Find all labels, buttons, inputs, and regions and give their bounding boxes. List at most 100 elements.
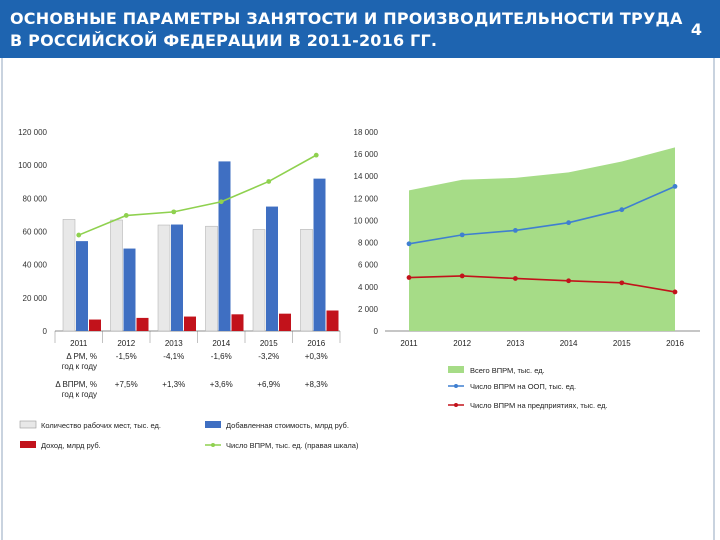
y-tick-label-right: 14 000 xyxy=(354,172,379,181)
x-tick-label-right: 2014 xyxy=(560,339,578,348)
page-title-line-2: В РОССИЙСКОЙ ФЕДЕРАЦИИ В 2011-2016 ГГ. xyxy=(10,31,438,50)
bar-income xyxy=(231,314,244,331)
legend-label-jobs: Количество рабочих мест, тыс. ед. xyxy=(41,421,161,430)
legend-swatch-enterprises-dot xyxy=(454,403,458,407)
y-tick-label-right: 18 000 xyxy=(354,128,379,137)
table-row-sublabel: год к году xyxy=(62,390,97,399)
line-point xyxy=(513,227,518,233)
bar-value-added xyxy=(123,248,136,331)
legend-label-income: Доход, млрд руб. xyxy=(41,441,101,450)
table-cell: +1,3% xyxy=(162,380,185,389)
legend-swatch-vprm-dot xyxy=(211,443,215,447)
page-title-line-1: ОСНОВНЫЕ ПАРАМЕТРЫ ЗАНЯТОСТИ И ПРОИЗВОДИ… xyxy=(10,9,683,28)
line-point xyxy=(459,273,465,279)
table-row-label: Δ ВПРМ, % xyxy=(55,380,97,389)
bar-value-added xyxy=(218,161,231,331)
table-row-label: Δ РМ, % xyxy=(66,352,97,361)
legend-label-oop: Число ВПРМ на ООП, тыс. ед. xyxy=(470,382,576,391)
bar-jobs xyxy=(300,229,313,332)
line-point xyxy=(566,278,571,284)
legend-swatch-jobs xyxy=(19,420,37,429)
line-point xyxy=(406,241,412,247)
y-tick-label-right: 6 000 xyxy=(358,261,379,270)
x-tick-label-left: 2011 xyxy=(70,339,88,348)
y-tick-label-left: 60 000 xyxy=(23,228,48,237)
bar-income xyxy=(184,316,196,331)
y-tick-label-left: 100 000 xyxy=(18,161,47,170)
x-tick-label-right: 2015 xyxy=(613,339,631,348)
x-tick-label-left: 2013 xyxy=(165,339,183,348)
header-bar: ОСНОВНЫЕ ПАРАМЕТРЫ ЗАНЯТОСТИ И ПРОИЗВОДИ… xyxy=(0,0,720,58)
vprm-point xyxy=(218,199,224,205)
vprm-line xyxy=(78,154,317,236)
chart-left: 0 20 000 40 000 60 000 80 000 100 000 120 000 2… xyxy=(18,128,359,450)
bar-income xyxy=(279,313,291,331)
line-point xyxy=(406,275,412,280)
bar-value-added xyxy=(171,224,183,331)
line-vprm-oop xyxy=(408,185,676,245)
legend-swatch-value-added xyxy=(205,421,221,428)
vprm-point xyxy=(266,179,272,184)
table-cell: -4,1% xyxy=(163,352,184,361)
legend-label-value-added: Добавленная стоимость, млрд руб. xyxy=(226,421,349,430)
x-tick-label-right: 2012 xyxy=(453,339,471,348)
line-point xyxy=(619,207,625,213)
y-tick-label-right: 4 000 xyxy=(358,283,379,292)
bar-income xyxy=(89,319,101,331)
bar-jobs xyxy=(62,219,76,332)
y-tick-label-left: 20 000 xyxy=(23,294,48,303)
bar-value-added xyxy=(313,178,326,331)
y-tick-label-right: 2 000 xyxy=(358,305,379,314)
table-cell: -1,5% xyxy=(116,352,137,361)
bar-jobs xyxy=(157,224,171,332)
x-tick-label-left: 2016 xyxy=(307,339,325,348)
left-border xyxy=(1,58,3,540)
y-tick-label-right: 10 000 xyxy=(354,216,379,225)
bar-jobs xyxy=(205,225,218,332)
bar-income xyxy=(326,310,339,331)
y-tick-label-right: 12 000 xyxy=(354,194,379,203)
x-tick-label-right: 2013 xyxy=(507,339,525,348)
y-tick-label-left: 0 xyxy=(43,327,48,336)
line-vprm-enterprises xyxy=(408,275,676,293)
bar-value-added xyxy=(76,241,88,331)
line-point xyxy=(513,276,518,281)
y-tick-label-left: 120 000 xyxy=(18,128,47,137)
x-tick-label-right: 2011 xyxy=(400,339,418,348)
right-border xyxy=(713,58,715,540)
vprm-point xyxy=(123,213,129,218)
vprm-point xyxy=(313,152,319,158)
bar-jobs xyxy=(252,229,266,332)
line-point xyxy=(672,184,678,189)
chart-right: 0 2 000 4 000 6 000 8 000 10 000 12 000 14 000 1… xyxy=(354,128,700,410)
table-row-sublabel: год к году xyxy=(62,362,97,371)
vprm-point xyxy=(171,209,177,215)
vprm-point xyxy=(76,232,82,238)
table-cell: +8,3% xyxy=(305,380,328,389)
line-point xyxy=(566,220,571,226)
line-point xyxy=(619,280,625,286)
legend-label-vprm: Число ВПРМ, тыс. ед. (правая шкала) xyxy=(226,441,359,450)
legend-swatch-oop-dot xyxy=(454,384,458,388)
table-cell: +3,6% xyxy=(210,380,233,389)
table-cell: -1,6% xyxy=(211,352,232,361)
x-tick-label-right: 2016 xyxy=(666,339,684,348)
table-cell: +0,3% xyxy=(305,352,328,361)
table-cell: +7,5% xyxy=(115,380,138,389)
bar-income xyxy=(136,317,149,331)
y-tick-label-left: 40 000 xyxy=(23,261,48,270)
table-cell: +6,9% xyxy=(257,380,280,389)
y-tick-label-right: 16 000 xyxy=(354,150,379,159)
legend-swatch-total xyxy=(448,366,464,373)
x-tick-label-left: 2012 xyxy=(117,339,135,348)
table-cell: -3,2% xyxy=(258,352,279,361)
area-total-vprm xyxy=(409,147,675,331)
line-point xyxy=(672,289,678,295)
y-tick-label-left: 80 000 xyxy=(23,194,48,203)
line-point xyxy=(459,232,465,238)
y-tick-label-right: 8 000 xyxy=(358,239,379,248)
bar-jobs xyxy=(110,219,123,332)
bar-value-added xyxy=(266,206,278,331)
y-tick-label-right: 0 xyxy=(374,327,379,336)
